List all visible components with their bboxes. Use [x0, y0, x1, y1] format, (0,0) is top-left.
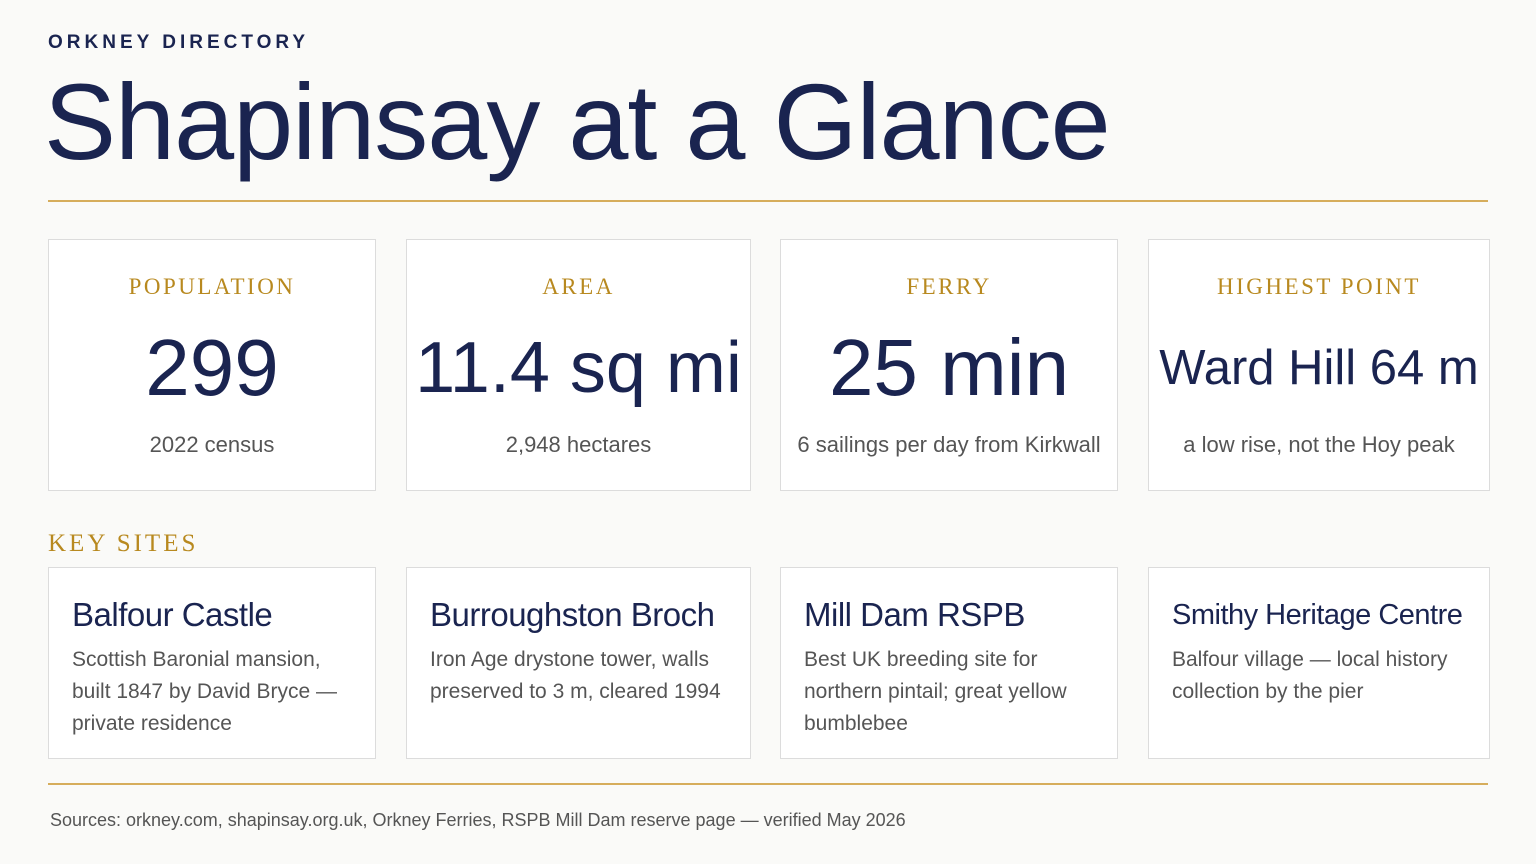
stat-value: 299: [145, 323, 279, 412]
site-card: Burroughston Broch Iron Age drystone tow…: [406, 567, 751, 759]
stat-card: HIGHEST POINT Ward Hill 64 m a low rise,…: [1148, 239, 1490, 491]
sources: Sources: orkney.com, shapinsay.org.uk, O…: [50, 810, 906, 830]
stat-value: 11.4 sq mi: [415, 328, 742, 408]
stat-card: FERRY 25 min 6 sailings per day from Kir…: [780, 239, 1118, 491]
site-description: Scottish Baronial mansion, built 1847 by…: [72, 648, 337, 735]
page-title: Shapinsay at a Glance: [44, 61, 1111, 182]
stat-card: AREA 11.4 sq mi 2,948 hectares: [406, 239, 751, 491]
section-heading: KEY SITES: [48, 530, 199, 557]
stat-note: 6 sailings per day from Kirkwall: [797, 432, 1101, 457]
stat-label: POPULATION: [128, 274, 296, 299]
site-card: Mill Dam RSPB Best UK breeding site for …: [780, 567, 1118, 759]
stat-note: 2,948 hectares: [505, 432, 652, 457]
stat-card: POPULATION 299 2022 census: [48, 239, 376, 491]
site-description: Best UK breeding site for northern pinta…: [804, 648, 1067, 735]
stat-label: AREA: [542, 274, 615, 299]
stat-label: HIGHEST POINT: [1217, 274, 1421, 299]
stat-value: Ward Hill 64 m: [1159, 341, 1479, 395]
site-name: Mill Dam RSPB: [804, 596, 1025, 633]
site-name: Burroughston Broch: [430, 596, 715, 633]
divider: [48, 200, 1488, 202]
stat-value: 25 min: [828, 323, 1070, 412]
site-name: Balfour Castle: [72, 596, 273, 633]
stat-label: FERRY: [906, 274, 992, 299]
site-card: Balfour Castle Scottish Baronial mansion…: [48, 567, 376, 759]
site-card: Smithy Heritage Centre Balfour village —…: [1148, 567, 1490, 759]
stat-note: 2022 census: [149, 432, 275, 457]
site-description: Balfour village — local history collecti…: [1172, 648, 1448, 703]
site-description: Iron Age drystone tower, walls preserved…: [430, 648, 721, 703]
stat-note: a low rise, not the Hoy peak: [1183, 432, 1455, 457]
eyebrow: ORKNEY DIRECTORY: [48, 32, 310, 53]
divider: [48, 783, 1488, 785]
site-name: Smithy Heritage Centre: [1172, 599, 1463, 631]
